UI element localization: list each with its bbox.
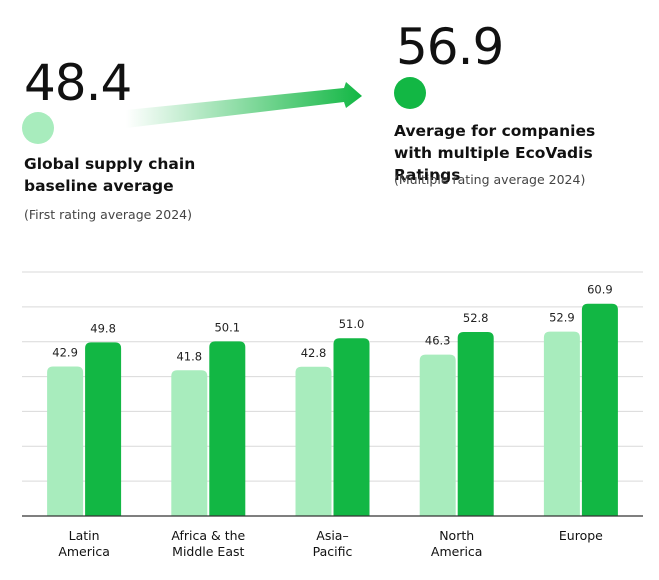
multi-rating-value: 56.9 — [396, 18, 504, 76]
first-rating-dot — [22, 112, 54, 144]
x-tick-label: America — [431, 544, 483, 559]
x-tick-label: Africa & the — [171, 528, 245, 543]
bar-first-rating — [295, 366, 332, 516]
x-tick-label: North — [439, 528, 474, 543]
bar-multi-rating — [209, 341, 246, 516]
bar-first-rating — [47, 366, 84, 516]
data-label-multi: 60.9 — [587, 283, 613, 297]
data-label-multi: 52.8 — [463, 311, 489, 325]
data-label-first: 46.3 — [425, 334, 451, 348]
bar-first-rating — [419, 354, 456, 516]
x-tick-label: Middle East — [172, 544, 244, 559]
first-rating-label-line1: Global supply chain — [24, 155, 196, 173]
bar-first-rating — [171, 370, 208, 516]
data-label-first: 52.9 — [549, 311, 575, 325]
x-tick-label: Pacific — [313, 544, 353, 559]
multi-rating-subtitle: (Multiple rating average 2024) — [394, 172, 586, 187]
x-tick-label: Europe — [559, 528, 603, 543]
x-tick-label: America — [58, 544, 110, 559]
bar-first-rating — [543, 331, 580, 516]
x-tick-label: Asia– — [316, 528, 348, 543]
bar-multi-rating — [457, 331, 494, 516]
bar-multi-rating — [333, 338, 370, 516]
multi-rating-label-line2: with multiple EcoVadis Ratings — [394, 144, 593, 184]
data-label-first: 41.8 — [176, 349, 202, 363]
data-label-multi: 51.0 — [339, 317, 365, 331]
first-rating-label-line2: baseline average — [24, 177, 174, 195]
data-label-multi: 50.1 — [214, 320, 240, 334]
first-rating-subtitle: (First rating average 2024) — [24, 207, 192, 222]
bar-multi-rating — [581, 303, 618, 516]
bar-multi-rating — [85, 342, 122, 516]
multi-rating-label: Average for companies with multiple EcoV… — [394, 120, 659, 186]
data-label-first: 42.8 — [301, 346, 327, 360]
multi-rating-dot — [394, 77, 426, 109]
multi-rating-label-line1: Average for companies — [394, 122, 596, 140]
first-rating-value: 48.4 — [24, 54, 132, 112]
data-label-multi: 49.8 — [90, 321, 116, 335]
x-tick-label: Latin — [69, 528, 100, 543]
increase-arrow — [126, 82, 362, 128]
data-label-first: 42.9 — [52, 345, 78, 359]
first-rating-label: Global supply chain baseline average — [24, 153, 264, 197]
increase-arrow-shape — [126, 82, 362, 128]
